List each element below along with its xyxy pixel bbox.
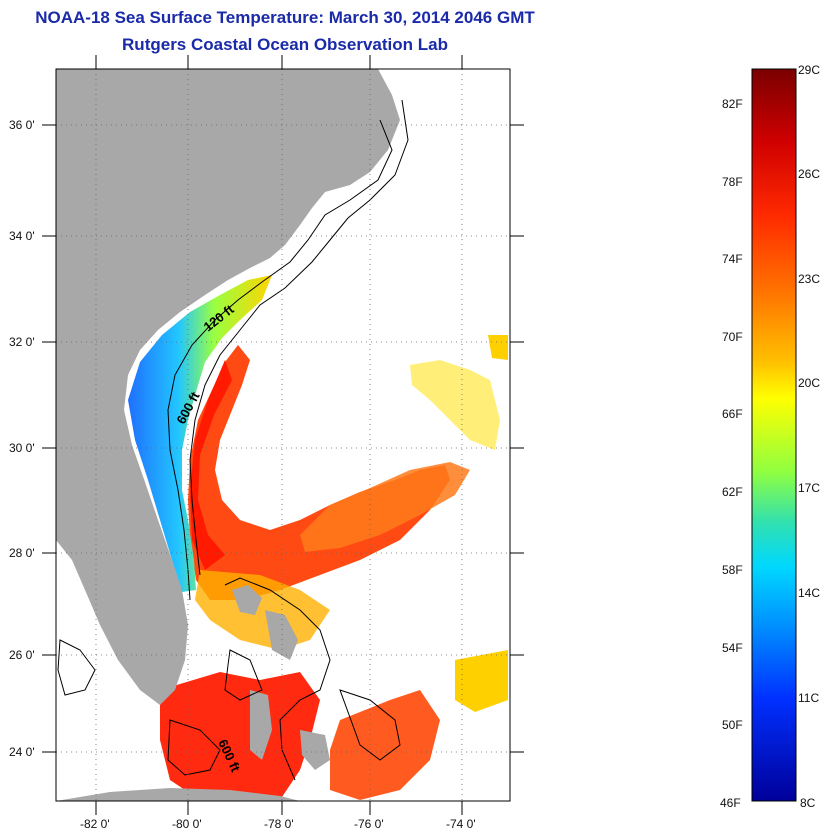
lon-label-82: -82 0' <box>80 817 110 831</box>
bahamas-island-1 <box>232 585 262 615</box>
lon-label-76: -76 0' <box>354 817 384 831</box>
cb-f-46: 46F <box>720 796 741 810</box>
cb-c-17: 17C <box>798 481 821 495</box>
lat-label-34: 34 0' <box>9 229 35 243</box>
lat-label-30: 30 0' <box>9 441 35 455</box>
map-title: NOAA-18 Sea Surface Temperature: March 3… <box>35 8 535 27</box>
offshore-yellow-region <box>410 360 500 450</box>
cb-f-66: 66F <box>722 407 743 421</box>
cb-c-8: 8C <box>800 796 816 810</box>
cuba-land <box>56 788 300 801</box>
contour-600ft <box>189 99 409 576</box>
lat-label-26: 26 0' <box>9 648 35 662</box>
bahamas-island-4 <box>300 730 330 770</box>
cb-c-14: 14C <box>798 586 821 600</box>
cb-f-70: 70F <box>722 330 743 344</box>
cb-c-29: 29C <box>798 63 821 77</box>
cb-c-26: 26C <box>798 167 821 181</box>
southeast-yellow-patch <box>455 650 508 712</box>
cb-c-23: 23C <box>798 272 821 286</box>
cb-f-74: 74F <box>722 252 743 266</box>
northeast-yellow-patch <box>488 335 508 360</box>
warm-plume-east <box>300 462 470 552</box>
lon-label-74: -74 0' <box>446 817 476 831</box>
cb-c-20: 20C <box>798 376 821 390</box>
gulf-stream-region <box>188 345 450 600</box>
cb-c-11: 11C <box>798 691 820 705</box>
cb-f-82: 82F <box>722 97 743 111</box>
cb-f-58: 58F <box>722 563 743 577</box>
cb-f-78: 78F <box>722 175 743 189</box>
map-subtitle: Rutgers Coastal Ocean Observation Lab <box>122 35 448 54</box>
southern-warm-region <box>160 672 320 800</box>
lat-label-28: 28 0' <box>9 546 35 560</box>
lat-label-32: 32 0' <box>9 335 35 349</box>
coastal-cold-band <box>128 275 272 592</box>
cb-f-54: 54F <box>722 641 743 655</box>
lat-label-24: 24 0' <box>9 745 35 759</box>
us-southeast-coast-land <box>56 69 400 705</box>
lat-label-36: 36 0' <box>9 118 35 132</box>
cb-f-50: 50F <box>722 718 743 732</box>
map-ticks <box>42 55 524 815</box>
contour-south-600ft <box>167 719 221 776</box>
temperature-colorbar <box>751 68 797 802</box>
bahamas-island-3 <box>250 690 272 760</box>
contour-120ft <box>167 119 393 601</box>
map-grid <box>56 69 510 801</box>
gulf-stream-core <box>190 360 232 570</box>
mixed-cool-south <box>195 570 330 650</box>
bahamas-island-2 <box>265 610 298 660</box>
contour-west-keys <box>57 639 96 696</box>
lon-label-78: -78 0' <box>264 817 294 831</box>
cb-f-62: 62F <box>722 485 743 499</box>
southern-warm-east <box>330 690 440 800</box>
lon-label-80: -80 0' <box>172 817 202 831</box>
